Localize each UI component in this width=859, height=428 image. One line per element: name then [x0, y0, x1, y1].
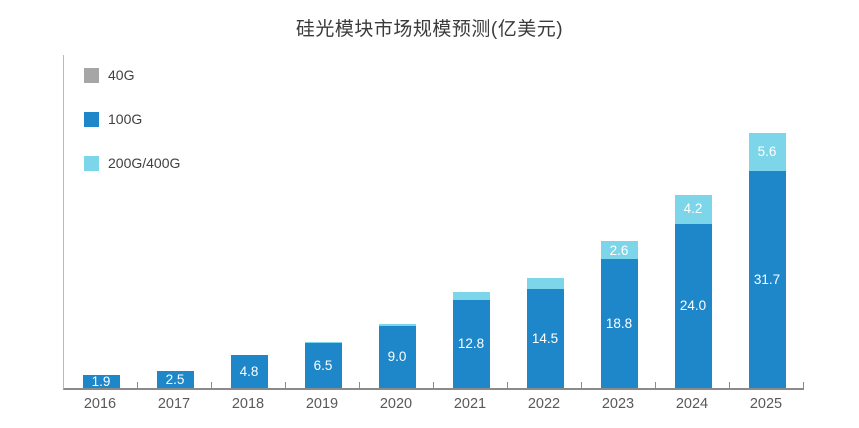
bar-value-label: 2.6 [609, 242, 629, 258]
bar-2025: 31.7 5.6 [748, 132, 786, 388]
bar-segment-100g: 12.8 [452, 300, 490, 388]
x-axis-tick [359, 382, 360, 388]
bar-value-label: 2.5 [165, 371, 185, 387]
chart-title: 硅光模块市场规模预测(亿美元) [295, 19, 564, 40]
x-axis-tick [803, 382, 804, 388]
legend-label: 100G [108, 111, 143, 127]
bar-2017: 2.5 [156, 370, 194, 388]
bar-segment-200g-400g [526, 277, 564, 289]
x-axis-tick [433, 382, 434, 388]
bar-value-label: 5.6 [757, 143, 777, 159]
bar-2021: 12.8 [452, 292, 490, 388]
bar-segment-100g: 31.7 [748, 170, 786, 388]
bar-segment-100g: 2.5 [156, 370, 194, 388]
bar-value-label: 6.5 [313, 357, 333, 373]
bar-2018: 4.8 [230, 355, 268, 388]
x-axis-label-2016: 2016 [83, 396, 117, 412]
bar-segment-100g: 1.9 [82, 373, 120, 389]
bar-value-label: 9.0 [387, 349, 407, 365]
bar-segment-200g-400g [304, 342, 342, 344]
bar-segment-100g: 24.0 [674, 223, 712, 388]
bar-value-label: 24.0 [679, 298, 707, 314]
bar-value-label: 12.8 [457, 336, 485, 352]
bar-segment-200g-400g: 2.6 [600, 241, 638, 260]
x-axis-tick [581, 382, 582, 388]
x-axis-tick [285, 382, 286, 388]
bar-segment-200g-400g [452, 292, 490, 301]
bar-value-label: 14.5 [531, 330, 559, 346]
x-axis-labels: 2016 2017 2018 2019 2020 2021 2022 2023 2024 2025 [63, 396, 803, 416]
legend: 40G 100G 200G/400G [84, 67, 180, 199]
x-axis-tick [729, 382, 730, 388]
legend-item-40g: 40G [84, 67, 180, 83]
bar-2024: 24.0 4.2 [674, 194, 712, 388]
bar-value-label: 18.8 [605, 315, 633, 331]
x-axis-label-2019: 2019 [305, 396, 339, 412]
legend-swatch-100g [84, 111, 99, 127]
legend-item-100g: 100G [84, 111, 180, 127]
x-axis-label-2023: 2023 [601, 396, 635, 412]
x-axis-label-2024: 2024 [675, 396, 709, 412]
bar-segment-200g-400g [378, 324, 416, 327]
bar-segment-100g: 6.5 [304, 343, 342, 388]
x-axis-label-2018: 2018 [231, 396, 265, 412]
x-axis-label-2025: 2025 [749, 396, 783, 412]
plot-area: 40G 100G 200G/400G 1.9 2.5 4.8 6.5 9.0 12.8 14… [63, 55, 804, 390]
x-axis-label-2022: 2022 [527, 396, 561, 412]
legend-swatch-40g [84, 67, 99, 83]
legend-swatch-200g-400g [84, 155, 99, 171]
x-axis-tick [137, 382, 138, 388]
bar-segment-200g-400g: 5.6 [748, 132, 786, 171]
bar-value-label: 4.2 [683, 201, 703, 217]
bar-value-label: 4.8 [239, 363, 259, 379]
bar-segment-200g-400g: 4.2 [674, 194, 712, 224]
bar-2016: 1.9 [82, 373, 120, 389]
bar-value-label: 31.7 [753, 271, 781, 287]
x-axis-tick [655, 382, 656, 388]
bar-segment-100g: 4.8 [230, 355, 268, 388]
x-axis-tick [211, 382, 212, 388]
legend-label: 40G [108, 67, 135, 83]
bar-2023: 18.8 2.6 [600, 241, 638, 388]
bar-segment-100g: 14.5 [526, 288, 564, 388]
legend-item-200g-400g: 200G/400G [84, 155, 180, 171]
bar-segment-100g: 9.0 [378, 326, 416, 388]
bar-2020: 9.0 [378, 324, 416, 388]
x-axis-tick [507, 382, 508, 388]
bar-2022: 14.5 [526, 277, 564, 388]
x-axis-label-2017: 2017 [157, 396, 191, 412]
x-axis-label-2020: 2020 [379, 396, 413, 412]
x-axis-label-2021: 2021 [453, 396, 487, 412]
bar-value-label: 1.9 [91, 373, 111, 389]
bar-2019: 6.5 [304, 342, 342, 388]
bar-segment-100g: 18.8 [600, 259, 638, 388]
legend-label: 200G/400G [108, 155, 181, 171]
